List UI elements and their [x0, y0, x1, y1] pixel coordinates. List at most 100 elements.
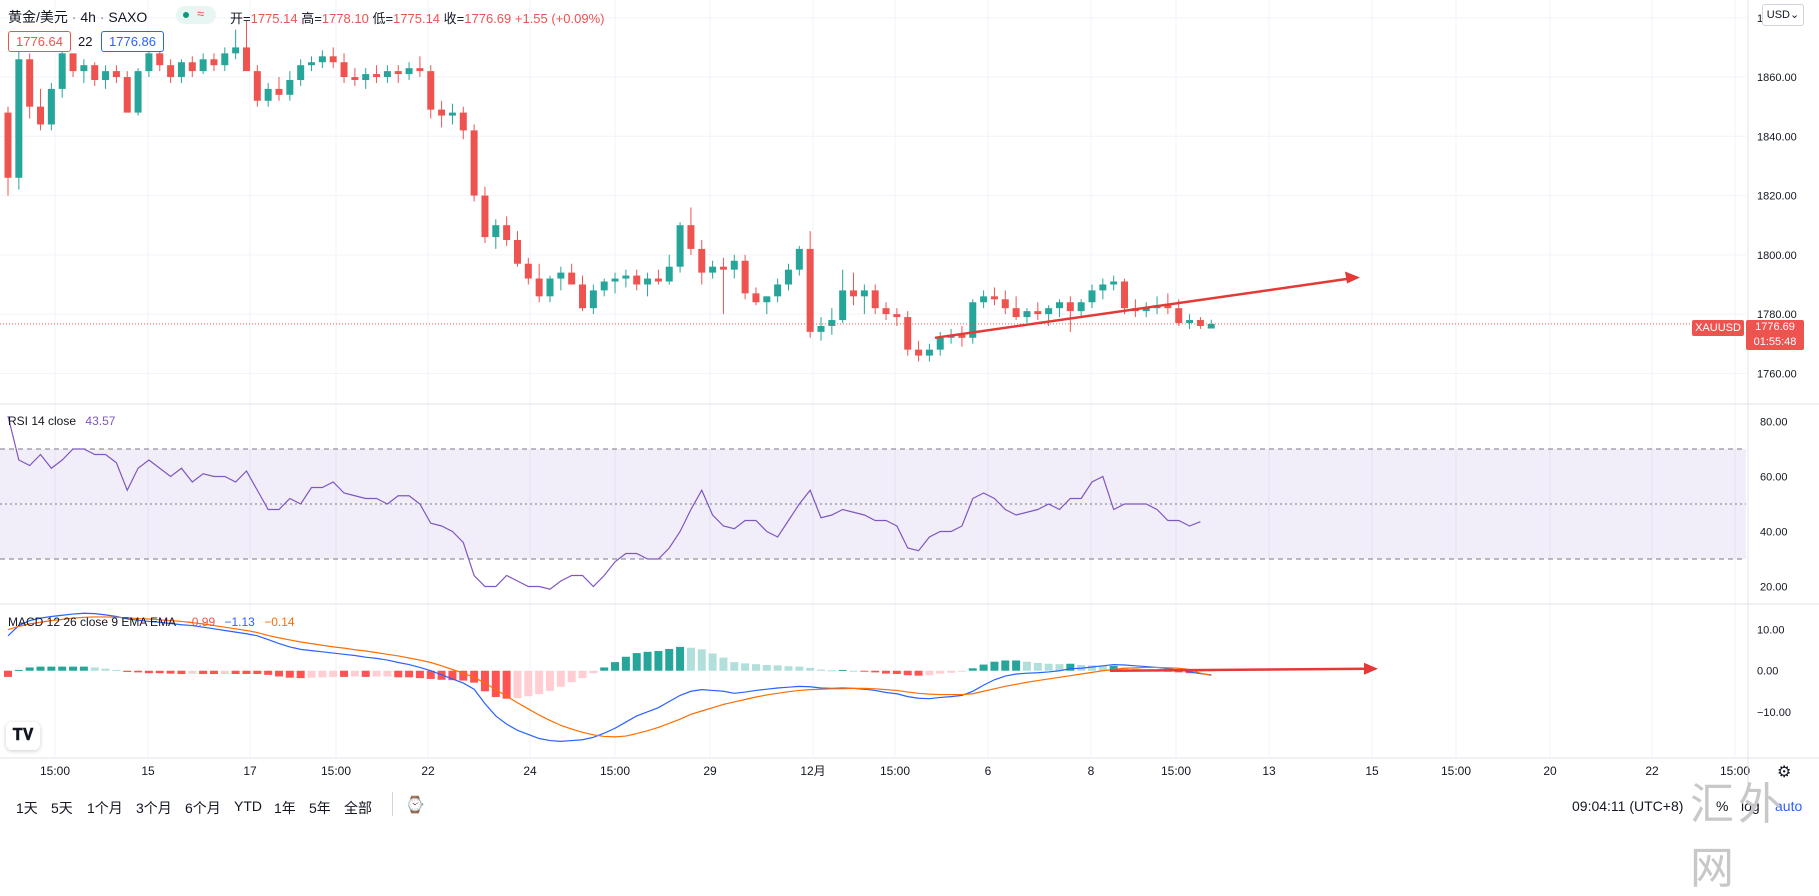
macd-histogram-bar — [166, 670, 175, 674]
macd-histogram-bar — [632, 653, 641, 671]
macd-legend[interactable]: MACD 12 26 close 9 EMA EMA −0.99 −1.13 −… — [8, 615, 295, 629]
signal-value: −1.13 — [224, 615, 255, 629]
macd-histogram-bar — [459, 670, 468, 681]
range-6m[interactable]: 6个月 — [185, 800, 221, 816]
last-price: 1776.69 — [1755, 321, 1795, 333]
candle-body — [362, 74, 370, 81]
candle-body — [4, 112, 12, 178]
change-value: +1.55 (+0.09%) — [514, 11, 605, 26]
macd-histogram-bar — [1044, 663, 1053, 671]
range-5y[interactable]: 5年 — [309, 800, 331, 816]
chart-canvas[interactable]: 15:00 15 17 15:00 22 24 15:00 29 12月 15:00 6 8 15:00… — [0, 0, 1819, 784]
high-label: 高= — [301, 11, 322, 26]
candle-body — [1012, 308, 1020, 318]
macd-histogram-bar — [784, 666, 793, 671]
macd-histogram-bar — [79, 666, 88, 671]
macd-histogram-bar — [101, 668, 110, 671]
candle-body — [1175, 308, 1183, 323]
candle-body — [557, 272, 565, 279]
range-all[interactable]: 全部 — [344, 800, 372, 816]
candle-body — [1207, 323, 1215, 329]
macd-histogram-bar — [209, 670, 218, 675]
range-3m[interactable]: 3个月 — [136, 800, 172, 816]
macd-histogram-bar — [123, 670, 132, 672]
symbol-legend[interactable]: 黄金/美元 · 4h · SAXO — [8, 9, 148, 25]
macd-histogram-bar — [827, 670, 836, 672]
candle-body — [980, 296, 988, 303]
candle-body — [373, 74, 381, 78]
market-status-badge[interactable]: ≈ — [176, 6, 216, 24]
macd-histogram-bar — [1055, 664, 1064, 671]
candle-body — [568, 272, 576, 285]
market-open-icon — [183, 12, 189, 18]
candle-body — [763, 296, 771, 303]
clock-time[interactable]: 09:04:11 (UTC+8) — [1572, 798, 1684, 814]
macd-histogram-bar — [849, 670, 858, 672]
date-range-icon[interactable]: ⌚ — [405, 797, 425, 814]
grid-lines — [0, 0, 1746, 757]
range-ytd[interactable]: YTD — [234, 798, 262, 814]
tradingview-logo-icon[interactable]: 𝐓𝐕 — [6, 722, 40, 750]
currency-selector[interactable]: USD⌄ — [1762, 4, 1804, 26]
macd-histogram-bar — [806, 667, 815, 671]
x-tick-label: 15:00 — [1720, 764, 1750, 778]
candle-body — [665, 266, 673, 282]
macd-histogram-bar — [567, 670, 576, 683]
candle-body — [730, 260, 738, 270]
macd-histogram-bar — [361, 670, 370, 677]
candle-body — [351, 77, 359, 81]
candle-body — [936, 337, 944, 350]
macd-tick-label: −10.00 — [1757, 707, 1791, 719]
price-tick-label: 1860.00 — [1757, 72, 1797, 84]
candle-body — [297, 65, 305, 81]
candle-body — [969, 302, 977, 338]
macd-histogram-bar — [502, 670, 511, 699]
candle-body — [112, 71, 120, 78]
macd-histogram-bar — [838, 669, 847, 671]
candle-body — [58, 53, 66, 89]
x-tick-label: 8 — [1088, 764, 1095, 778]
macd-histogram-bar — [318, 670, 327, 678]
candle-body — [102, 71, 110, 81]
macd-pane[interactable] — [4, 612, 1378, 742]
ask-price[interactable]: 1776.86 — [101, 31, 164, 52]
price-pane[interactable] — [0, 20, 1746, 362]
settings-gear-icon[interactable]: ⚙ — [1777, 764, 1792, 781]
interval-label: 4h — [80, 9, 96, 25]
candle-body — [752, 293, 760, 303]
candle-body — [1196, 320, 1204, 326]
macd-histogram-bar — [177, 670, 186, 675]
candle-body — [990, 296, 998, 300]
rsi-legend[interactable]: RSI 14 close 43.57 — [8, 414, 115, 428]
rsi-tick-label: 20.00 — [1760, 582, 1788, 594]
candle-body — [524, 263, 532, 279]
percent-toggle[interactable]: % — [1716, 798, 1729, 814]
macd-histogram-bar — [383, 670, 392, 677]
bid-price[interactable]: 1776.64 — [8, 31, 71, 52]
macd-histogram-bar — [546, 670, 554, 691]
log-toggle[interactable]: log — [1741, 798, 1760, 814]
x-tick-label: 20 — [1543, 764, 1557, 778]
axes: 15:00 15 17 15:00 22 24 15:00 29 12月 15:00 6 8 15:00… — [0, 0, 1819, 784]
candle-body — [91, 65, 99, 81]
range-5d[interactable]: 5天 — [51, 800, 73, 816]
auto-toggle[interactable]: auto — [1775, 798, 1803, 814]
candle-body — [264, 88, 272, 101]
macd-histogram-bar — [1098, 665, 1107, 671]
range-1y[interactable]: 1年 — [274, 800, 296, 816]
macd-histogram-bar — [513, 670, 522, 699]
macd-tick-label: 10.00 — [1757, 625, 1785, 637]
candle-body — [709, 266, 717, 273]
macd-tick-label: 0.00 — [1757, 666, 1778, 678]
x-tick-label: 24 — [523, 764, 537, 778]
candle-body — [26, 59, 34, 107]
rsi-pane[interactable] — [0, 415, 1746, 590]
x-tick-label: 29 — [703, 764, 717, 778]
macd-histogram-bar — [817, 669, 825, 671]
candle-body — [676, 225, 684, 267]
candle-body — [427, 71, 435, 110]
range-1d[interactable]: 1天 — [16, 800, 38, 816]
range-1m[interactable]: 1个月 — [87, 800, 123, 816]
macd-histogram-bar — [860, 670, 869, 672]
candle-body — [177, 62, 185, 78]
